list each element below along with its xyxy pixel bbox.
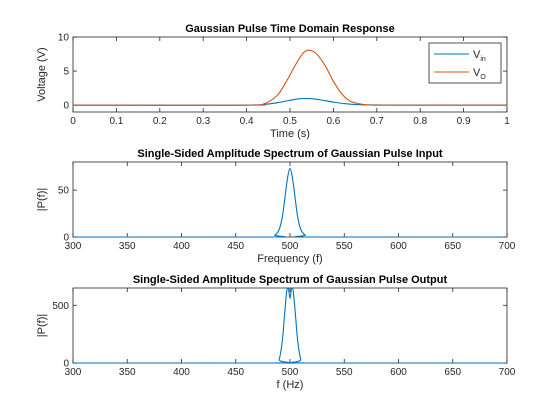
x-tick-label: 500 — [282, 241, 299, 252]
plot-area — [72, 287, 508, 364]
y-tick-label: 50 — [58, 186, 70, 197]
series-line-1 — [73, 168, 507, 237]
x-tick-label: 650 — [444, 241, 461, 252]
x-tick-label: 450 — [227, 367, 244, 378]
x-tick-label: 0.3 — [196, 116, 210, 127]
x-tick-label: 0.4 — [240, 116, 254, 127]
x-tick-label: 0.6 — [326, 116, 340, 127]
x-tick-label: 350 — [119, 241, 136, 252]
x-tick-label: 0.7 — [370, 116, 384, 127]
series-line-2 — [73, 49, 507, 106]
x-tick-label: 600 — [390, 367, 407, 378]
y-tick-label: 0 — [63, 101, 69, 112]
x-tick-label: 450 — [227, 241, 244, 252]
x-tick-label: 700 — [499, 241, 516, 252]
chart-title: Single-Sided Amplitude Spectrum of Gauss… — [137, 148, 443, 160]
x-tick-label: 550 — [336, 367, 353, 378]
chart-2: Single-Sided Amplitude Spectrum of Gauss… — [36, 148, 516, 265]
y-tick-label: 5 — [63, 67, 69, 78]
y-axis-label: Voltage (V) — [36, 47, 48, 101]
x-tick-label: 550 — [336, 241, 353, 252]
x-tick-label: 700 — [499, 367, 516, 378]
x-tick-label: 0 — [70, 116, 76, 127]
chart-title: Gaussian Pulse Time Domain Response — [185, 23, 394, 35]
x-tick-label: 600 — [390, 241, 407, 252]
x-tick-label: 500 — [282, 367, 299, 378]
x-axis-label: Time (s) — [270, 128, 310, 140]
chart-title: Single-Sided Amplitude Spectrum of Gauss… — [133, 274, 448, 286]
legend-box — [428, 42, 502, 84]
y-axis-label: |P(f)| — [36, 188, 48, 211]
y-tick-label: 0 — [63, 359, 69, 370]
x-tick-label: 0.2 — [153, 116, 167, 127]
plot-area — [72, 161, 508, 238]
x-tick-label: 400 — [173, 367, 190, 378]
x-tick-label: 0.5 — [283, 116, 297, 127]
x-tick-label: 650 — [444, 367, 461, 378]
series-line-1 — [73, 288, 507, 363]
x-tick-label: 0.1 — [109, 116, 123, 127]
y-tick-label: 0 — [63, 233, 69, 244]
x-tick-label: 0.9 — [457, 116, 471, 127]
x-tick-label: 300 — [65, 241, 82, 252]
chart-1: Gaussian Pulse Time Domain Response 0 0.1 0… — [36, 23, 510, 140]
x-axis-label: f (Hz) — [277, 379, 304, 391]
y-tick-label: 10 — [58, 33, 70, 44]
x-tick-label: 1 — [504, 116, 510, 127]
chart-3: Single-Sided Amplitude Spectrum of Gauss… — [36, 274, 516, 391]
x-tick-label: 0.8 — [413, 116, 427, 127]
x-tick-label: 300 — [65, 367, 82, 378]
x-tick-label: 400 — [173, 241, 190, 252]
y-tick-label: 500 — [52, 301, 69, 312]
y-axis-label: |P(f)| — [36, 314, 48, 337]
x-tick-label: 350 — [119, 367, 136, 378]
x-axis-label: Frequency (f) — [257, 253, 322, 265]
